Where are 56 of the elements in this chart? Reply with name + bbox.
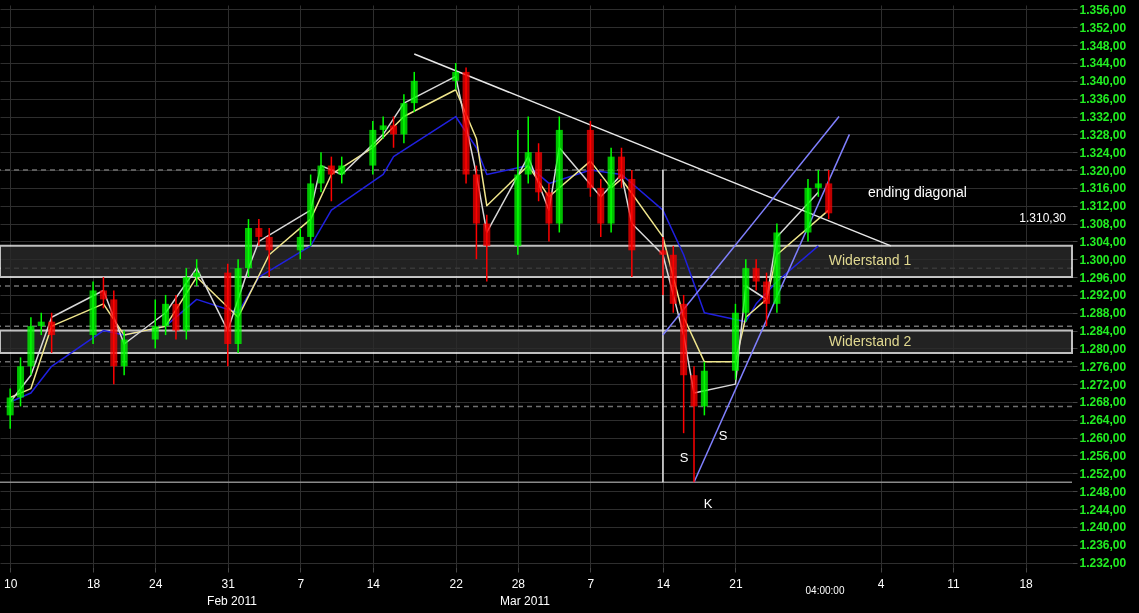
y-tick-label: 1.260,00 [1079,431,1127,446]
x-tick-label: 4 [877,576,885,591]
text: Mar 2011 [500,594,551,608]
y-tick-label: 1.268,00 [1079,395,1127,410]
y-tick-label: 1.296,00 [1079,270,1127,285]
x-tick-label: 18 [86,576,101,591]
y-tick-label: 1.320,00 [1079,163,1127,178]
x-tick-label: 11 [947,576,961,591]
x-tick-label: 7 [297,576,305,591]
x-tick-label: 10 [4,576,18,591]
y-tick-label: 1.264,00 [1079,413,1127,428]
y-tick-label: 1.288,00 [1079,306,1127,321]
annotation: 1.310,30 [1019,211,1067,225]
annotation: K [703,496,713,511]
y-tick-label: 1.352,00 [1079,20,1127,35]
y-tick-label: 1.340,00 [1079,74,1127,89]
x-tick-label: 24 [149,576,163,591]
annotation: S [679,450,689,465]
y-tick-label: 1.308,00 [1079,217,1127,232]
y-tick-label: 1.256,00 [1079,448,1127,463]
y-tick-label: 1.272,00 [1079,377,1127,392]
x-tick-label: 14 [656,576,671,591]
text: 04:00:00 [805,585,845,596]
y-tick-label: 1.304,00 [1079,234,1127,249]
x-tick-label: 22 [449,576,464,591]
y-tick-label: 1.316,00 [1079,181,1127,196]
y-tick-label: 1.356,00 [1079,2,1127,17]
y-tick-label: 1.292,00 [1079,288,1127,303]
y-tick-label: 1.280,00 [1079,341,1127,356]
y-tick-label: 1.240,00 [1079,520,1127,535]
x-tick-label: 21 [729,576,743,591]
annotation: S [718,428,728,443]
y-tick-label: 1.248,00 [1079,484,1127,499]
y-tick-label: 1.312,00 [1079,199,1127,214]
y-tick-label: 1.276,00 [1079,359,1127,374]
x-tick-label: 7 [587,576,595,591]
y-tick-label: 1.332,00 [1079,110,1127,125]
y-tick-label: 1.348,00 [1079,38,1127,53]
band-label: Widerstand 1 [828,252,912,269]
y-tick-label: 1.244,00 [1079,502,1127,517]
x-tick-label: 14 [366,576,381,591]
x-tick-label: 28 [511,576,526,591]
annotation: ending diagonal [868,184,967,200]
y-tick-label: 1.284,00 [1079,324,1127,339]
y-tick-label: 1.300,00 [1079,252,1127,267]
y-tick-label: 1.336,00 [1079,92,1127,107]
text: Feb 2011 [207,594,258,608]
y-tick-label: 1.344,00 [1079,56,1127,71]
band-label: Widerstand 2 [828,332,912,349]
x-tick-label: 31 [221,576,236,591]
y-tick-label: 1.328,00 [1079,127,1127,142]
y-tick-label: 1.252,00 [1079,466,1127,481]
y-tick-label: 1.236,00 [1079,538,1127,553]
y-tick-label: 1.324,00 [1079,145,1127,160]
y-tick-label: 1.232,00 [1079,556,1127,571]
x-tick-label: 18 [1019,576,1034,591]
